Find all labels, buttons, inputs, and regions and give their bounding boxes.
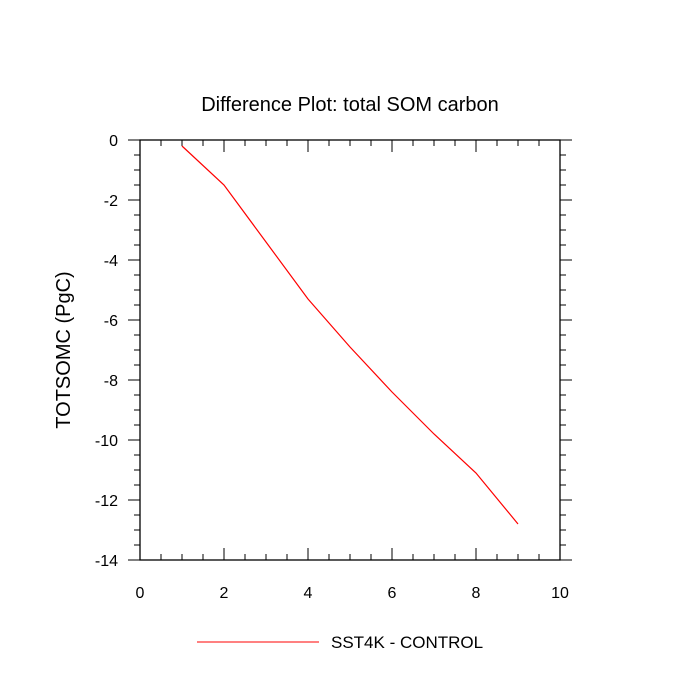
series-layer [181, 145, 519, 525]
plot-frame [139, 139, 561, 561]
y-tick-label: -8 [104, 373, 118, 390]
legend: SST4K - CONTROL [197, 633, 483, 652]
y-axis-label: TOTSOMC (PgC) [53, 271, 75, 428]
axis-ticks: 0 2 4 6 8 10 0 -2 -4 -6 -8 -10 -12 -14 [95, 133, 572, 602]
x-tick-label: 4 [304, 585, 313, 602]
x-tick-label: 8 [472, 585, 481, 602]
chart-title: Difference Plot: total SOM carbon [201, 94, 499, 116]
y-tick-label: -14 [95, 553, 118, 570]
x-tick-label: 2 [220, 585, 229, 602]
x-tick-label: 0 [136, 585, 145, 602]
y-tick-label: -2 [104, 193, 118, 210]
y-tick-label: -6 [104, 313, 118, 330]
x-tick-label: 10 [551, 585, 569, 602]
y-tick-label: -12 [95, 493, 118, 510]
y-tick-label: -4 [104, 253, 118, 270]
y-tick-label: -10 [95, 433, 118, 450]
legend-label: SST4K - CONTROL [331, 633, 483, 652]
y-tick-label: 0 [109, 133, 118, 150]
series-line [181, 145, 519, 525]
x-tick-label: 6 [388, 585, 397, 602]
